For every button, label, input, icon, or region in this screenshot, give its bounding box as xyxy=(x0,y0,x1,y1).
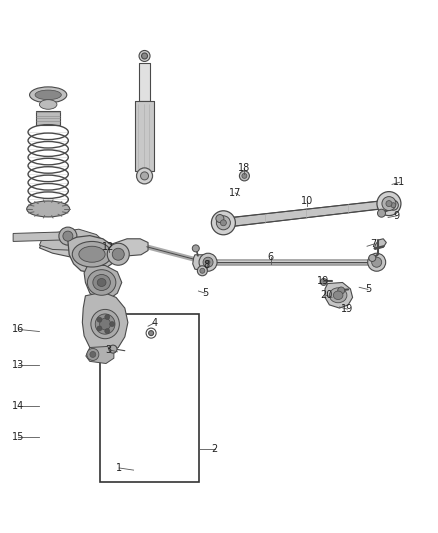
Text: 14: 14 xyxy=(12,401,25,411)
Circle shape xyxy=(137,168,152,184)
Ellipse shape xyxy=(97,278,106,287)
Text: 10: 10 xyxy=(300,197,313,206)
Ellipse shape xyxy=(27,201,70,217)
Polygon shape xyxy=(193,255,209,271)
Text: 2: 2 xyxy=(212,445,218,454)
Text: 12: 12 xyxy=(102,242,115,252)
Circle shape xyxy=(97,317,102,322)
Ellipse shape xyxy=(95,314,115,334)
Ellipse shape xyxy=(99,318,110,330)
Ellipse shape xyxy=(39,100,57,109)
Circle shape xyxy=(146,328,156,338)
Bar xyxy=(100,314,199,482)
Circle shape xyxy=(141,53,148,59)
Ellipse shape xyxy=(91,309,119,339)
Circle shape xyxy=(216,216,230,230)
Circle shape xyxy=(192,245,199,252)
Ellipse shape xyxy=(333,291,343,300)
Circle shape xyxy=(148,330,154,336)
Polygon shape xyxy=(72,239,118,265)
Text: 16: 16 xyxy=(12,325,25,334)
Bar xyxy=(135,101,154,171)
Polygon shape xyxy=(86,346,114,364)
Polygon shape xyxy=(325,282,353,308)
Circle shape xyxy=(200,268,205,273)
Circle shape xyxy=(389,200,398,210)
Circle shape xyxy=(110,321,115,327)
Polygon shape xyxy=(39,235,96,257)
Text: 15: 15 xyxy=(12,432,25,442)
Circle shape xyxy=(107,243,129,265)
Text: 3: 3 xyxy=(106,345,112,354)
Circle shape xyxy=(367,253,386,271)
Circle shape xyxy=(377,191,401,216)
Text: 7: 7 xyxy=(371,239,377,249)
Circle shape xyxy=(386,200,392,207)
Circle shape xyxy=(87,349,99,360)
Circle shape xyxy=(112,248,124,260)
Circle shape xyxy=(198,266,207,276)
Circle shape xyxy=(203,257,213,267)
Bar xyxy=(36,111,60,125)
Bar xyxy=(139,63,150,101)
Text: 19: 19 xyxy=(341,304,353,314)
Polygon shape xyxy=(39,229,105,251)
Circle shape xyxy=(369,254,376,262)
Circle shape xyxy=(141,172,148,180)
Text: 1: 1 xyxy=(116,463,122,473)
Text: 9: 9 xyxy=(393,211,399,221)
Polygon shape xyxy=(84,265,122,300)
Ellipse shape xyxy=(329,288,347,303)
Circle shape xyxy=(378,209,385,217)
Ellipse shape xyxy=(29,87,67,103)
Circle shape xyxy=(139,51,150,61)
Polygon shape xyxy=(68,236,116,273)
Ellipse shape xyxy=(93,274,110,290)
Circle shape xyxy=(199,253,217,271)
Ellipse shape xyxy=(79,246,105,262)
Circle shape xyxy=(220,220,226,226)
Text: 6: 6 xyxy=(268,252,274,262)
Circle shape xyxy=(216,214,224,223)
Circle shape xyxy=(63,231,73,241)
Circle shape xyxy=(59,227,77,245)
Ellipse shape xyxy=(87,270,116,295)
Circle shape xyxy=(391,203,396,208)
Ellipse shape xyxy=(72,241,112,267)
Polygon shape xyxy=(374,239,386,249)
Text: 20: 20 xyxy=(320,290,332,300)
Text: 19: 19 xyxy=(317,277,329,286)
Text: 11: 11 xyxy=(393,177,406,187)
Circle shape xyxy=(97,326,102,331)
Polygon shape xyxy=(82,292,128,353)
Circle shape xyxy=(206,260,210,264)
Circle shape xyxy=(382,197,396,211)
Circle shape xyxy=(372,257,381,267)
Circle shape xyxy=(240,171,249,181)
Text: 5: 5 xyxy=(365,285,371,294)
Text: 13: 13 xyxy=(12,360,25,370)
Circle shape xyxy=(105,329,110,334)
Polygon shape xyxy=(221,200,391,228)
Ellipse shape xyxy=(35,90,61,100)
Text: 4: 4 xyxy=(151,318,157,328)
Text: 18: 18 xyxy=(238,164,251,173)
Circle shape xyxy=(90,351,96,358)
Circle shape xyxy=(105,314,110,319)
Text: 8: 8 xyxy=(204,261,210,270)
Circle shape xyxy=(212,211,235,235)
Circle shape xyxy=(109,345,117,353)
Text: 5: 5 xyxy=(202,288,208,298)
Circle shape xyxy=(242,173,247,179)
Polygon shape xyxy=(13,232,66,241)
Circle shape xyxy=(338,287,345,294)
Circle shape xyxy=(320,278,327,286)
Polygon shape xyxy=(112,239,148,256)
Text: 17: 17 xyxy=(229,188,241,198)
